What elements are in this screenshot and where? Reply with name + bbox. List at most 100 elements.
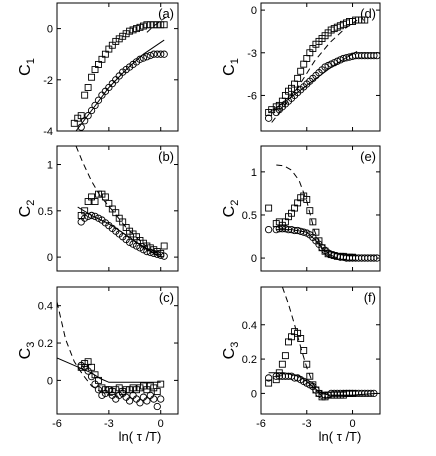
circle-point bbox=[143, 53, 151, 61]
square-point bbox=[108, 205, 116, 213]
panel-0: -4 -2 0 C1 (a) bbox=[17, 2, 179, 138]
square-point bbox=[84, 198, 92, 206]
dashed-curve bbox=[271, 19, 358, 123]
y-tick-label: 0 bbox=[251, 253, 257, 265]
square-point bbox=[143, 386, 151, 394]
square-point bbox=[294, 74, 302, 82]
y-tick-label: 0.2 bbox=[38, 338, 53, 350]
y-tick-label: 0.2 bbox=[242, 354, 257, 366]
square-point bbox=[133, 25, 140, 33]
square-point bbox=[112, 209, 120, 217]
circle-point bbox=[157, 50, 165, 58]
dashed-curve bbox=[57, 301, 118, 396]
square-point bbox=[126, 386, 134, 394]
dashed-curve bbox=[75, 146, 161, 256]
square-point bbox=[157, 380, 165, 388]
square-point bbox=[153, 21, 161, 29]
circle-point bbox=[81, 117, 89, 125]
solid-curve bbox=[268, 372, 377, 396]
y-axis-label-main: C bbox=[17, 64, 34, 76]
x-tick-label: -3 bbox=[302, 418, 312, 430]
circle-point bbox=[94, 96, 103, 104]
square-point bbox=[136, 384, 144, 392]
square-point bbox=[70, 119, 78, 127]
square-point bbox=[129, 26, 137, 34]
square-point bbox=[115, 214, 123, 222]
axes-frame bbox=[260, 286, 381, 415]
circle-point bbox=[122, 393, 130, 401]
y-tick-label: -2 bbox=[43, 75, 53, 87]
x-axis-label-right: ln( τ /T) bbox=[319, 429, 362, 444]
y-tick-label: -3 bbox=[247, 48, 257, 60]
square-point bbox=[133, 386, 140, 394]
y-axis-label-main: C bbox=[221, 206, 238, 218]
circle-point bbox=[143, 397, 151, 405]
x-axis-label-left: ln( τ /T) bbox=[119, 429, 162, 444]
y-tick-label: 0 bbox=[47, 252, 53, 264]
circle-point bbox=[87, 106, 96, 115]
square-point bbox=[160, 242, 168, 250]
square-point bbox=[105, 199, 113, 207]
square-point bbox=[122, 224, 130, 231]
panel-2: 0 0.5 1 C2 (b) bbox=[17, 145, 179, 272]
circle-point bbox=[91, 212, 99, 221]
y-axis-label-subscript: 2 bbox=[25, 200, 37, 206]
circle-point bbox=[132, 242, 141, 250]
panel-label: (b) bbox=[158, 149, 174, 164]
circle-point bbox=[129, 240, 137, 248]
square-point bbox=[300, 347, 308, 354]
y-axis-label-subscript: 3 bbox=[25, 342, 37, 348]
y-tick-label: -4 bbox=[43, 126, 53, 138]
x-tick-label: 0 bbox=[349, 418, 355, 430]
square-point bbox=[278, 360, 286, 368]
square-point bbox=[306, 372, 314, 380]
square-point bbox=[139, 22, 147, 30]
circle-point bbox=[139, 393, 148, 401]
circle-point bbox=[94, 386, 103, 394]
square-point bbox=[95, 190, 102, 198]
circle-point bbox=[150, 395, 158, 403]
circle-point bbox=[153, 50, 161, 58]
y-axis-label-main: C bbox=[221, 64, 238, 76]
y-axis-label: C2 bbox=[17, 200, 37, 218]
panel-label: (c) bbox=[159, 290, 174, 305]
circle-point bbox=[150, 249, 158, 258]
circle-point bbox=[146, 391, 154, 399]
circle-point bbox=[146, 51, 154, 60]
square-point bbox=[112, 386, 120, 394]
plot-area bbox=[75, 146, 168, 260]
plot-area bbox=[57, 301, 165, 411]
square-point bbox=[160, 21, 168, 29]
panel-3: 0 0.5 1 C2 (e) bbox=[221, 145, 381, 272]
square-point bbox=[108, 41, 116, 49]
square-point bbox=[77, 112, 85, 120]
square-point bbox=[84, 358, 92, 366]
plot-area bbox=[264, 16, 380, 123]
square-point bbox=[146, 382, 154, 390]
y-tick-label: 0 bbox=[251, 388, 257, 400]
square-point bbox=[133, 233, 140, 241]
square-point bbox=[297, 335, 305, 342]
square-point bbox=[115, 384, 123, 392]
square-point bbox=[88, 73, 96, 81]
square-point bbox=[122, 386, 130, 394]
y-axis-label-subscript: 3 bbox=[229, 342, 241, 348]
square-point bbox=[129, 384, 137, 392]
circle-point bbox=[264, 374, 273, 382]
square-point bbox=[265, 379, 273, 387]
x-tick-label: -6 bbox=[52, 418, 62, 430]
square-point bbox=[146, 21, 154, 29]
y-tick-label: 0.4 bbox=[242, 320, 257, 332]
square-point bbox=[119, 218, 127, 226]
square-point bbox=[81, 91, 89, 99]
circle-point bbox=[125, 397, 134, 405]
square-point bbox=[312, 228, 320, 236]
circle-point bbox=[136, 399, 144, 407]
circle-point bbox=[264, 114, 273, 122]
square-point bbox=[150, 384, 158, 392]
y-tick-label: -6 bbox=[247, 90, 257, 102]
circle-point bbox=[84, 367, 92, 375]
axes-frame bbox=[56, 145, 179, 272]
y-tick-label: 0 bbox=[251, 5, 257, 17]
